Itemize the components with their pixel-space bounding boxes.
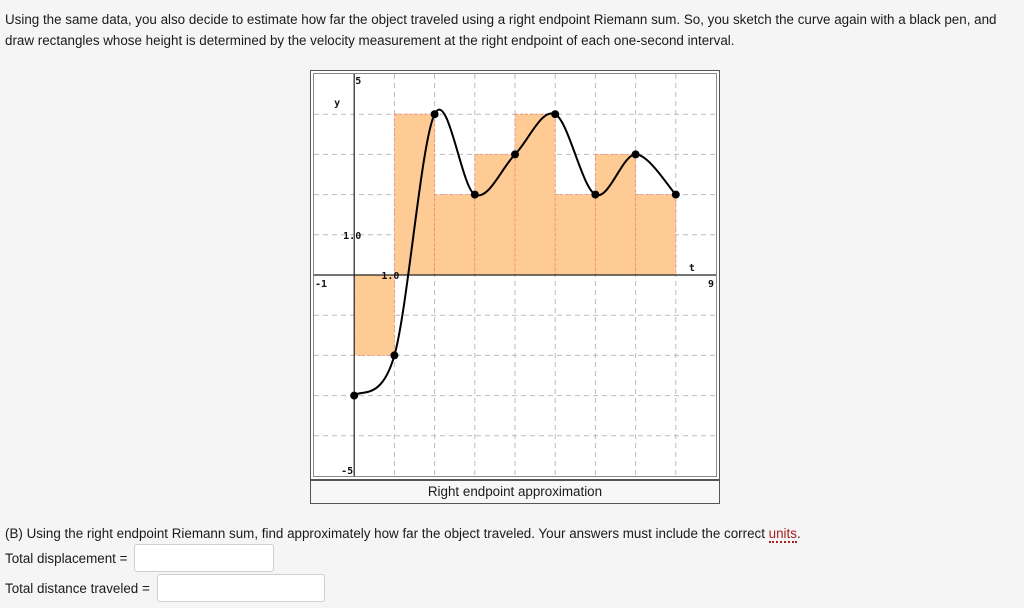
data-point: [470, 190, 479, 199]
question-suffix: .: [796, 526, 801, 541]
riemann-rectangle: [434, 194, 476, 276]
distance-row: Total distance traveled =: [5, 574, 325, 602]
question-text: (B) Using the right endpoint Riemann sum…: [5, 526, 769, 541]
displacement-input[interactable]: [134, 544, 275, 572]
x-unit-label: 1.0: [381, 271, 399, 282]
riemann-rectangle: [353, 274, 395, 356]
t-axis-label: t: [689, 263, 695, 274]
riemann-plot: 5 y 1.0 1.0 -1 t 9 -5: [314, 74, 716, 477]
y-unit-label: 1.0: [343, 231, 361, 242]
displacement-label: Total displacement =: [5, 550, 128, 566]
graph-canvas: 5 y 1.0 1.0 -1 t 9 -5: [310, 70, 720, 480]
units-link[interactable]: units: [768, 526, 797, 543]
riemann-rectangle: [635, 194, 677, 276]
problem-intro: Using the same data, you also decide to …: [5, 12, 997, 48]
data-point: [511, 150, 519, 159]
data-point: [591, 190, 600, 199]
data-point: [390, 351, 399, 360]
riemann-rectangle: [554, 194, 596, 276]
data-point: [350, 391, 359, 400]
riemann-rectangle: [514, 113, 556, 276]
riemann-graph: 5 y 1.0 1.0 -1 t 9 -5 Right endpoint approximat…: [310, 70, 720, 504]
displacement-row: Total displacement =: [5, 544, 275, 572]
y-min-label: -5: [341, 466, 353, 477]
x-max-label: 9: [708, 279, 714, 290]
data-point: [631, 150, 640, 159]
x-min-label: -1: [315, 279, 327, 290]
data-point: [430, 110, 439, 119]
distance-label: Total distance traveled =: [5, 580, 150, 596]
graph-caption: Right endpoint approximation: [310, 480, 720, 504]
riemann-rectangle: [594, 154, 636, 276]
question-b: (B) Using the right endpoint Riemann sum…: [5, 524, 801, 544]
distance-input[interactable]: [156, 574, 325, 602]
y-axis-label: y: [334, 98, 340, 109]
data-point: [671, 190, 680, 199]
y-max-label: 5: [355, 76, 361, 87]
velocity-curve: [353, 109, 677, 397]
riemann-rectangle: [474, 154, 516, 276]
data-point: [551, 110, 560, 119]
